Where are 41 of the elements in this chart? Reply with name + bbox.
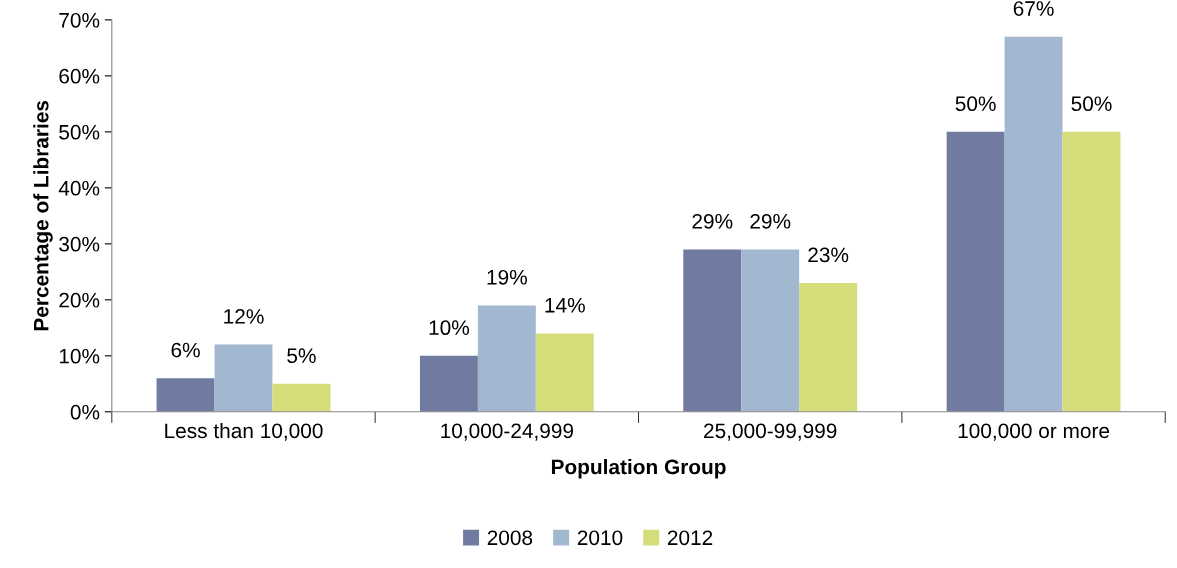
bar [799,283,858,412]
y-tick-label: 70% [59,12,100,28]
x-axis-title: Population Group [551,459,726,479]
text: 19% [487,269,527,285]
x-tick-label: Less than 10,000 [165,422,323,441]
bar [741,249,800,412]
y-tick-label: 10% [59,348,100,364]
bar [214,344,273,412]
legend-label: 2012 [667,530,713,546]
bar [272,383,331,412]
y-tick-label: 50% [59,124,100,140]
legend-label: 2010 [577,530,623,546]
x-tick-label: 25,000-99,999 [704,423,837,441]
text: 29% [750,213,791,229]
bar [535,333,594,412]
bar [1062,131,1121,412]
bar [683,249,742,412]
x-tick-label: 10,000-24,999 [441,423,574,441]
text: 6% [171,342,200,358]
text: 29% [692,213,733,229]
y-tick-label: 60% [59,68,100,84]
text: 50% [1071,96,1112,112]
bar [1004,36,1063,412]
y-tick-label: 40% [58,180,100,196]
y-tick-label: 20% [59,292,100,308]
x-tick-label: 100,000 or more [958,423,1110,441]
y-axis-title: Percentage of Libraries [33,100,53,331]
text: 12% [224,309,264,324]
text: 14% [545,297,585,313]
text: 23% [808,247,849,263]
legend-label: 2008 [487,530,533,546]
bar [419,355,478,412]
y-tick-label: 30% [59,236,100,252]
text: 10% [429,320,470,336]
text: 5% [287,348,316,364]
bar [946,131,1005,412]
bar [156,378,215,412]
text: 50% [955,96,996,112]
text: 67% [1013,1,1054,16]
bar [477,305,536,412]
y-tick-label: 0% [70,404,100,420]
